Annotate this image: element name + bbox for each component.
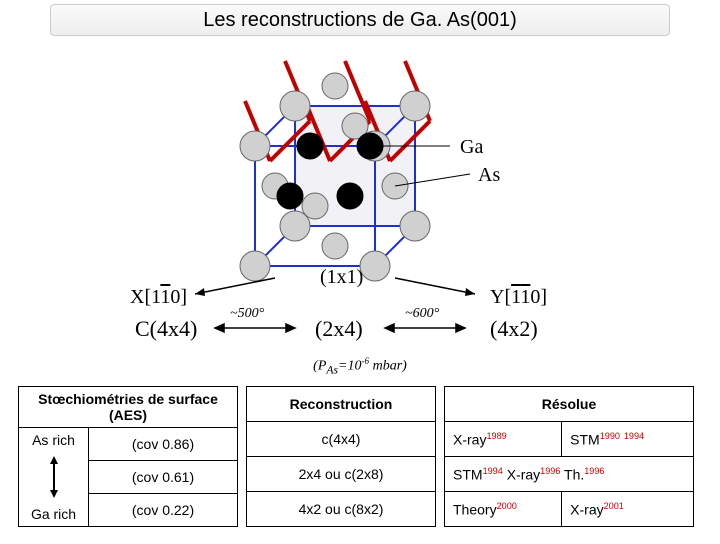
- phase-2x4: (2x4): [315, 316, 363, 342]
- updown-arrow-icon: [47, 456, 61, 498]
- axis-x: X[110]: [130, 286, 187, 309]
- title-text: Les reconstructions de Ga. As(001): [203, 9, 517, 32]
- th-stoich: Stœchiométries de surface (AES): [19, 387, 238, 428]
- table-row: Theory2000 X-ray2001: [445, 492, 694, 527]
- recon-1: 2x4 ou c(2x8): [247, 457, 436, 492]
- page-title: Les reconstructions de Ga. As(001): [50, 4, 670, 36]
- temp-600: ~600°: [405, 306, 439, 322]
- diagram-stage: Ga As X[110] (1x1) Y[110] C(4x4) ~500° (…: [0, 36, 720, 326]
- legend-as: As: [478, 164, 500, 187]
- table-row: X-ray1989 STM1990 1994: [445, 421, 694, 456]
- as-rich: As rich: [32, 432, 75, 448]
- cov-1: (cov 0.61): [89, 461, 238, 494]
- cov-2: (cov 0.22): [89, 494, 238, 527]
- axis-y: Y[110]: [490, 286, 547, 309]
- table-resolved: Résolue X-ray1989 STM1990 1994 STM1994 X…: [444, 386, 694, 527]
- recon-0: c(4x4): [247, 422, 436, 457]
- unit-1x1: (1x1): [320, 266, 363, 289]
- th-recon: Reconstruction: [247, 387, 436, 422]
- cov-0: (cov 0.86): [89, 428, 238, 461]
- temp-500: ~500°: [230, 306, 264, 322]
- phase-c4x4: C(4x4): [135, 316, 197, 342]
- table-row: c(4x4): [247, 422, 436, 457]
- table-recon: Reconstruction c(4x4) 2x4 ou c(2x8) 4x2 …: [246, 386, 436, 527]
- table-row: 4x2 ou c(8x2): [247, 492, 436, 527]
- pressure-note: (PAs=10-6 mbar): [0, 356, 720, 376]
- tables-row: Stœchiométries de surface (AES) As rich …: [0, 386, 720, 527]
- table-row: STM1994 X-ray1996 Th.1996: [445, 456, 694, 491]
- th-res: Résolue: [445, 387, 694, 421]
- recon-2: 4x2 ou c(8x2): [247, 492, 436, 527]
- ga-rich: Ga rich: [31, 506, 76, 522]
- crystal-svg: [0, 36, 720, 336]
- table-stoich: Stœchiométries de surface (AES) As rich …: [18, 386, 238, 527]
- table-row: As rich Ga rich (cov 0.86): [19, 428, 238, 461]
- phase-4x2: (4x2): [490, 316, 538, 342]
- legend-ga: Ga: [460, 136, 483, 159]
- table-row: 2x4 ou c(2x8): [247, 457, 436, 492]
